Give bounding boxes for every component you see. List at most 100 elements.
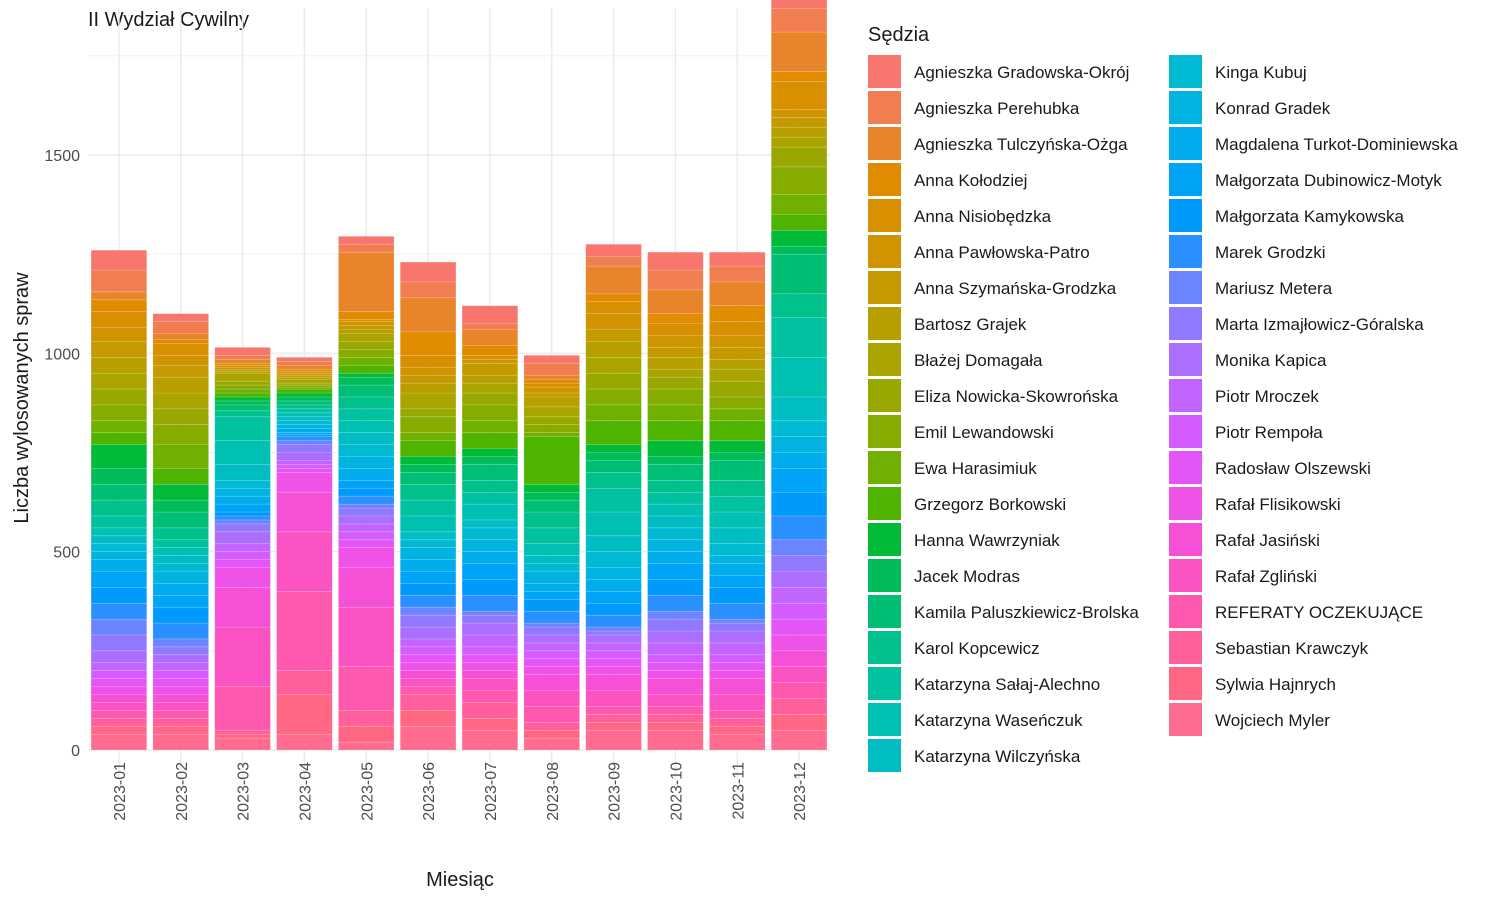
bar-segment — [770, 214, 828, 231]
y-tick-label: 1000 — [44, 346, 80, 363]
bar-segment — [461, 503, 519, 521]
legend-label: Katarzyna Sałaj-Alechno — [914, 675, 1100, 694]
bar-segment — [770, 317, 828, 358]
legend-swatch — [868, 55, 901, 88]
bar-segment — [461, 654, 519, 664]
legend-label: REFERATY OCZEKUJĄCE — [1215, 603, 1423, 622]
legend-item: Hanna Wawrzyniak — [868, 523, 1060, 556]
bar-segment — [523, 610, 580, 624]
bar-segment — [152, 725, 209, 735]
legend-item: Grzegorz Borkowski — [868, 487, 1066, 520]
bar-segment — [338, 456, 395, 469]
bar-segment — [214, 495, 271, 505]
bar-segment — [276, 424, 333, 430]
bar-segment — [770, 515, 828, 541]
bar-segment — [647, 551, 704, 564]
bar-segment — [338, 515, 395, 525]
bar-segment — [90, 694, 148, 703]
bar-segment — [647, 706, 704, 715]
bar-segment — [770, 729, 828, 751]
bar-segment — [770, 109, 828, 118]
x-tick-label: 2023-06 — [421, 762, 438, 821]
bar-segment — [461, 678, 519, 691]
bar-segment — [152, 468, 209, 485]
x-tick-label: 2023-03 — [236, 762, 253, 821]
legend-item: Małgorzata Dubinowicz-Motyk — [1169, 163, 1442, 196]
bar-segment — [461, 622, 519, 636]
bar-segment — [647, 479, 704, 493]
bar-segment — [338, 567, 395, 608]
legend-item: Magdalena Turkot-Dominiewska — [1169, 127, 1458, 160]
bar-segment — [647, 527, 704, 541]
bar-segment — [709, 717, 766, 727]
legend-label: Hanna Wawrzyniak — [914, 531, 1060, 550]
bar-segment — [338, 539, 395, 548]
legend-label: Katarzyna Wilczyńska — [914, 747, 1081, 766]
bar-segment — [90, 543, 148, 552]
legend-item: Eliza Nowicka-Skowrońska — [868, 379, 1119, 412]
x-tick-label: 2023-11 — [730, 762, 747, 820]
bar-segment — [770, 146, 828, 168]
bar-segment — [338, 372, 395, 378]
bar-segment — [399, 725, 457, 751]
bar-segment — [338, 251, 395, 312]
legend-item: Agnieszka Perehubka — [868, 91, 1080, 124]
bar-segment — [461, 305, 519, 324]
bar-segment — [276, 468, 333, 473]
bar-segment — [770, 555, 828, 572]
legend-item: Jacek Modras — [868, 559, 1020, 592]
bar-segment — [90, 420, 148, 433]
bar-segment — [338, 376, 395, 386]
bar-segment — [647, 579, 704, 596]
bar-segment — [152, 638, 209, 648]
bar-segment — [647, 503, 704, 517]
bar-segment — [90, 733, 148, 751]
bar-segment — [276, 440, 333, 445]
bar-segment — [709, 305, 766, 322]
bar-segment — [214, 487, 271, 497]
bar-segment — [585, 265, 642, 295]
legend-swatch — [1169, 235, 1202, 268]
bar-segment — [461, 432, 519, 449]
legend-label: Kinga Kubuj — [1215, 63, 1307, 82]
legend-label: Katarzyna Waseńczuk — [914, 711, 1083, 730]
bar-segment — [709, 281, 766, 307]
bar-segment — [90, 559, 148, 572]
bar-segment — [770, 698, 828, 715]
bar-segment — [152, 702, 209, 711]
bar-segment — [461, 404, 519, 422]
bar-segment — [276, 436, 333, 441]
bar-segment — [770, 618, 828, 636]
bar-segment — [214, 355, 271, 360]
bar-segment — [585, 460, 642, 473]
bar-segment — [647, 420, 704, 441]
legend-swatch — [868, 235, 901, 268]
bar-segment — [338, 710, 395, 727]
bar-segment — [399, 408, 457, 418]
bar-segment — [523, 378, 580, 384]
legend-swatch — [1169, 451, 1202, 484]
bar-segment — [399, 472, 457, 485]
bar-segment — [523, 706, 580, 723]
bar-segment — [214, 729, 271, 735]
legend-swatch — [868, 199, 901, 232]
legend-swatch — [1169, 307, 1202, 340]
legend-swatch — [1169, 487, 1202, 520]
bar-segment — [399, 606, 457, 616]
bar-segment — [90, 551, 148, 560]
bar-segment — [461, 479, 519, 493]
bar-segment — [152, 321, 209, 334]
bar-segment — [338, 741, 395, 751]
bar-segment — [276, 400, 333, 406]
bar-segment — [461, 374, 519, 384]
bar-segment — [461, 563, 519, 580]
legend-item: Monika Kapica — [1169, 343, 1327, 376]
bar-segment — [214, 358, 271, 364]
legend-label: Rafał Jasiński — [1215, 531, 1320, 550]
bar-segment — [338, 364, 395, 374]
bar-segment — [90, 650, 148, 664]
bar-segment — [90, 483, 148, 501]
bar-segment — [585, 372, 642, 390]
bar-segment — [338, 384, 395, 398]
